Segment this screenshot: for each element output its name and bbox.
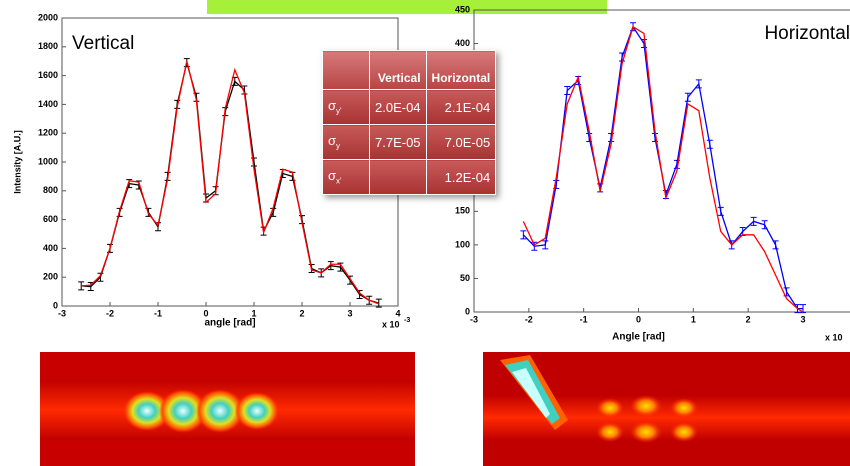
row-label: σy' xyxy=(322,89,370,125)
value-cell xyxy=(369,159,427,195)
data-point xyxy=(717,206,724,216)
value-text: 1.2E-04 xyxy=(444,169,491,185)
row-label: σy xyxy=(322,124,370,160)
data-point xyxy=(783,287,790,297)
header-cell: Horizontal xyxy=(425,50,497,90)
parameter-table: Vertical Horizontal σy' 2.0E-04 2.1E-04 σy 7.7… xyxy=(322,50,497,195)
value-text: 2.0E-04 xyxy=(375,99,421,115)
data-point xyxy=(520,230,527,240)
value-cell: 7.0E-05 xyxy=(425,124,497,160)
table-row: σy 7.7E-05 7.0E-05 xyxy=(322,124,497,160)
y-tick-label: 1000 xyxy=(38,156,58,166)
y-tick-label: 400 xyxy=(43,243,58,253)
table-row: σy' 2.0E-04 2.1E-04 xyxy=(322,89,497,125)
x-axis-label: angle [rad] xyxy=(204,318,255,329)
y-tick-label: 1400 xyxy=(38,99,58,109)
data-point xyxy=(542,240,549,250)
sigma: σ xyxy=(328,133,337,149)
y-tick-label: 2000 xyxy=(38,12,58,22)
x-tick-label: 3 xyxy=(800,314,805,324)
table-header-row: Vertical Horizontal xyxy=(322,50,497,90)
y-tick-label: 1600 xyxy=(38,70,58,80)
header-cell: Vertical xyxy=(369,50,427,90)
data-point xyxy=(684,92,691,102)
x-tick-label: -2 xyxy=(106,308,114,318)
x-tick-label: 3 xyxy=(347,308,352,318)
x-tick-label: 0 xyxy=(636,314,641,324)
y-tick-label: 100 xyxy=(455,239,470,249)
x-tick-label: -3 xyxy=(58,308,66,318)
x-multiplier: x 10 xyxy=(825,332,843,342)
y-tick-label: 800 xyxy=(43,185,58,195)
header-bar xyxy=(207,0,607,14)
x-axis-label: Angle [rad] xyxy=(612,332,665,343)
vertical-image xyxy=(40,352,415,466)
value-text: 7.7E-05 xyxy=(375,134,421,150)
value-cell: 7.7E-05 xyxy=(369,124,427,160)
corner-cell xyxy=(322,50,370,90)
series-line xyxy=(81,62,379,304)
y-tick-label: 400 xyxy=(455,38,470,48)
x-tick-label: 4 xyxy=(395,308,400,318)
sigma: σ xyxy=(328,168,337,184)
data-point xyxy=(564,86,571,96)
data-point xyxy=(750,216,757,226)
y-tick-label: 1200 xyxy=(38,128,58,138)
x-multiplier: x 10 xyxy=(382,319,400,329)
y-tick-label: 450 xyxy=(455,4,470,14)
series-line xyxy=(81,61,380,305)
data-point xyxy=(772,240,779,250)
y-axis-label: Intensity [A.U.] xyxy=(12,130,22,194)
y-tick-label: 600 xyxy=(43,214,58,224)
value-cell: 1.2E-04 xyxy=(425,159,497,195)
sigma: σ xyxy=(328,98,337,114)
table-row: σx' 1.2E-04 xyxy=(322,159,497,195)
sigma-subscript: y xyxy=(336,141,341,151)
sigma-subscript: x' xyxy=(336,176,342,186)
x-tick-label: -1 xyxy=(154,308,162,318)
x-tick-label: -3 xyxy=(470,314,478,324)
x-tick-label: 0 xyxy=(203,308,208,318)
data-point xyxy=(375,298,382,308)
y-tick-label: 0 xyxy=(465,306,470,316)
row-label: σx' xyxy=(322,159,370,195)
value-text: 7.0E-05 xyxy=(444,134,491,150)
x-tick-label: -1 xyxy=(580,314,588,324)
x-tick-label: 1 xyxy=(251,308,256,318)
data-point xyxy=(695,79,702,89)
series-line xyxy=(522,25,803,310)
chart-title: Vertical xyxy=(72,33,134,54)
data-point xyxy=(706,139,713,149)
y-tick-label: 150 xyxy=(455,206,470,216)
y-tick-label: 1800 xyxy=(38,41,58,51)
x-tick-label: 1 xyxy=(691,314,696,324)
data-point xyxy=(619,52,626,62)
horizontal-image xyxy=(483,352,850,466)
value-text: 2.1E-04 xyxy=(444,99,491,115)
x-tick-label: -2 xyxy=(525,314,533,324)
sigma-subscript: y' xyxy=(336,106,342,116)
value-cell: 2.0E-04 xyxy=(369,89,427,125)
chart-title: Horizontal xyxy=(764,23,850,44)
series-line xyxy=(522,25,804,313)
y-tick-label: 50 xyxy=(460,273,470,283)
x-exponent: -3 xyxy=(404,317,410,324)
y-tick-label: 0 xyxy=(53,300,58,310)
y-tick-label: 200 xyxy=(43,272,58,282)
plot-frame xyxy=(473,9,850,313)
data-point xyxy=(327,261,334,271)
data-point xyxy=(761,220,768,230)
x-tick-label: 2 xyxy=(746,314,751,324)
value-cell: 2.1E-04 xyxy=(425,89,497,125)
x-tick-label: 2 xyxy=(299,308,304,318)
